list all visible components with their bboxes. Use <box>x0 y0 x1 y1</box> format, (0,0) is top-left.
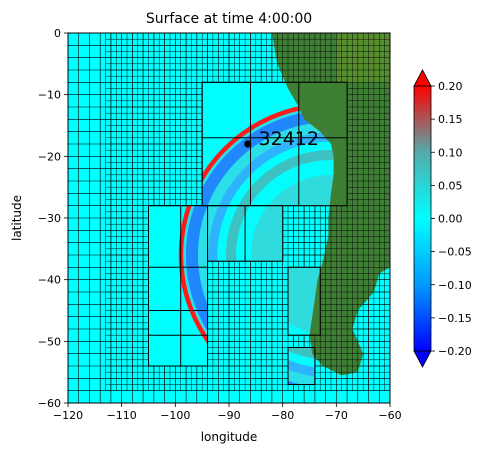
y-tick-label: −30 <box>38 212 61 225</box>
annotation-marker <box>244 140 252 148</box>
colorbar-gradient <box>413 85 432 352</box>
colorbar-tick-label: −0.15 <box>438 312 472 325</box>
land-mask <box>271 82 348 376</box>
colorbar-tick-label: −0.20 <box>438 345 472 358</box>
colorbar-extend-top <box>413 69 432 87</box>
x-tick-label: −120 <box>53 409 83 422</box>
colorbar-ticks: 0.20 0.15 0.10 0.05 0.00 −0.05 −0.10 −0.15 −0.20 <box>431 80 472 358</box>
x-tick-label: −60 <box>378 409 401 422</box>
y-tick-label: −50 <box>38 335 61 348</box>
colorbar-tick-label: 0.20 <box>438 80 463 93</box>
x-tick-label: −90 <box>217 409 240 422</box>
y-tick-label: −60 <box>38 397 61 410</box>
plot-area <box>68 33 390 403</box>
x-tick-label: −100 <box>160 409 190 422</box>
patch-border-4 <box>287 266 321 336</box>
x-axis-label: longitude <box>201 430 258 444</box>
patch-border-2 <box>148 205 209 367</box>
chart-title: Surface at time 4:00:00 <box>146 11 312 27</box>
x-tick-label: −110 <box>107 409 137 422</box>
y-axis-ticks: 0 −10 −20 −30 −40 −50 −60 <box>38 27 68 410</box>
colorbar-tick-label: −0.05 <box>438 246 472 259</box>
patch-border-5 <box>287 347 316 385</box>
y-tick-label: −10 <box>38 89 61 102</box>
annotation-label: 32412 <box>259 128 319 150</box>
x-axis-ticks: −120 −110 −100 −90 −80 −70 −60 <box>53 403 402 422</box>
x-tick-label: −80 <box>271 409 294 422</box>
colorbar-tick-label: −0.10 <box>438 279 472 292</box>
patch-border-3 <box>207 205 284 262</box>
colorbar-tick-label: 0.00 <box>438 213 463 226</box>
y-tick-label: 0 <box>54 27 61 40</box>
colorbar-tick-label: 0.05 <box>438 179 463 192</box>
y-tick-label: −20 <box>38 150 61 163</box>
colorbar-extend-bottom <box>413 350 432 368</box>
colorbar-tick-label: 0.15 <box>438 113 463 126</box>
x-tick-label: −70 <box>325 409 348 422</box>
y-tick-label: −40 <box>38 274 61 287</box>
annotation-group: 32412 <box>244 128 319 150</box>
colorbar-tick-label: 0.10 <box>438 146 463 159</box>
y-axis-label: latitude <box>10 195 24 241</box>
colorbar: 0.20 0.15 0.10 0.05 0.00 −0.05 −0.10 −0.15 −0.20 <box>413 69 472 368</box>
